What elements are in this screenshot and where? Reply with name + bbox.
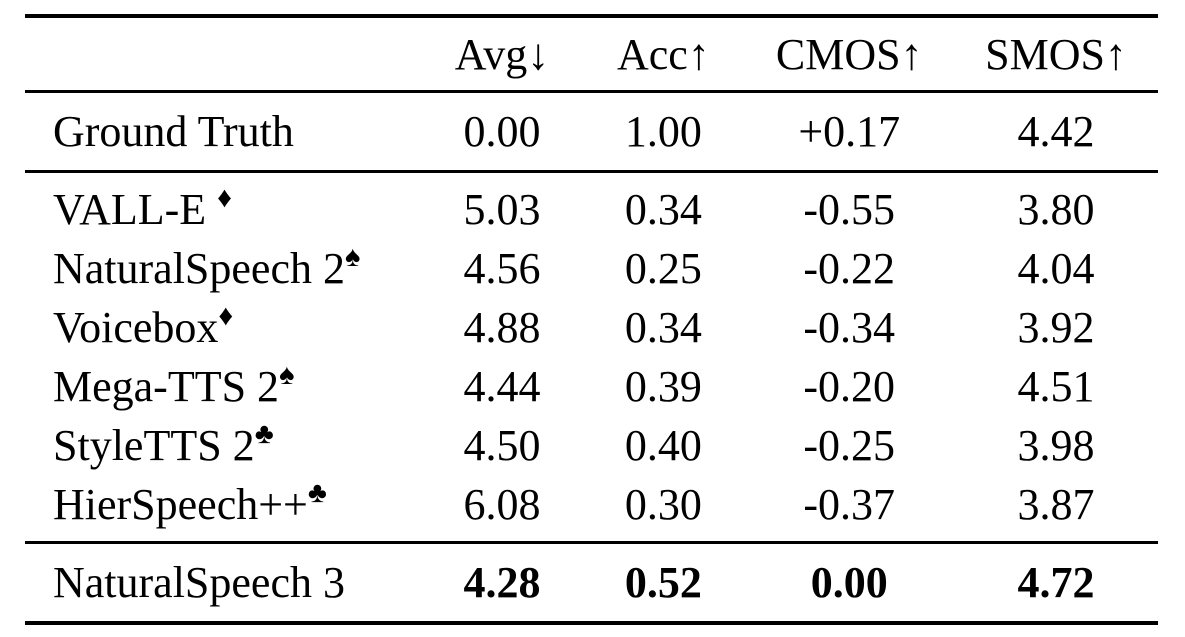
metric-cell-acc: 0.52 — [624, 558, 702, 607]
proposed-system-section: NaturalSpeech 3 4.28 0.52 0.00 4.72 — [25, 543, 1158, 624]
metric-cell-cmos: -0.22 — [803, 244, 896, 293]
metric-cell-smos: 3.80 — [1017, 185, 1095, 234]
metric-cell-acc: 0.34 — [624, 185, 702, 234]
system-name: Voicebox — [53, 303, 219, 352]
table-row: VALL-E ♦ 5.03 0.34 -0.55 3.80 — [25, 172, 1158, 240]
metric-cell-avg: 4.28 — [463, 558, 541, 607]
row-label: NaturalSpeech 2♠ — [25, 239, 422, 298]
footnote-marker: ♠ — [345, 241, 361, 273]
system-name: VALL-E — [53, 185, 218, 234]
metric-cell-cmos: -0.25 — [803, 421, 896, 470]
metric-cell-smos: 4.72 — [1017, 558, 1095, 607]
ground-truth-section: Ground Truth 0.00 1.00 +0.17 4.42 — [25, 91, 1158, 173]
results-table: Avg↓ Acc↑ CMOS↑ SMOS↑ Ground Truth 0.00 … — [25, 14, 1158, 625]
metric-cell-acc: 0.25 — [624, 244, 702, 293]
footnote-marker: ♣ — [307, 477, 327, 509]
row-label: Voicebox♦ — [25, 298, 422, 357]
footnote-marker: ♠ — [279, 359, 295, 391]
system-name: Mega-TTS 2 — [53, 362, 280, 411]
metric-cell-acc: 0.34 — [624, 303, 702, 352]
metric-cell-avg: 0.00 — [421, 91, 583, 173]
metric-cell-cmos: -0.37 — [803, 480, 896, 529]
header-empty-cell — [25, 16, 422, 93]
metric-cell-avg: 4.88 — [463, 303, 541, 352]
metric-cell-smos: 3.92 — [1017, 303, 1095, 352]
metric-cell-cmos: +0.17 — [744, 91, 955, 173]
column-header-smos: SMOS↑ — [954, 16, 1158, 93]
table-row: HierSpeech++♣ 6.08 0.30 -0.37 3.87 — [25, 475, 1158, 543]
header-row: Avg↓ Acc↑ CMOS↑ SMOS↑ — [25, 16, 1158, 93]
table-row: NaturalSpeech 3 4.28 0.52 0.00 4.72 — [25, 543, 1158, 624]
metric-cell-cmos: -0.55 — [803, 185, 896, 234]
metric-cell-cmos: -0.34 — [803, 303, 896, 352]
system-name: HierSpeech++ — [53, 480, 308, 529]
metric-cell-acc: 0.39 — [624, 362, 702, 411]
system-name: StyleTTS 2 — [53, 421, 255, 470]
table-row: NaturalSpeech 2♠ 4.56 0.25 -0.22 4.04 — [25, 239, 1158, 298]
table-row: Mega-TTS 2♠ 4.44 0.39 -0.20 4.51 — [25, 357, 1158, 416]
row-label: Mega-TTS 2♠ — [25, 357, 422, 416]
metric-cell-smos: 4.51 — [1017, 362, 1095, 411]
table-header: Avg↓ Acc↑ CMOS↑ SMOS↑ — [25, 16, 1158, 93]
row-label: NaturalSpeech 3 — [25, 543, 422, 624]
row-label: VALL-E ♦ — [25, 172, 422, 240]
metric-cell-acc: 0.30 — [624, 480, 702, 529]
metric-cell-smos: 4.42 — [954, 91, 1158, 173]
metric-cell-avg: 4.56 — [463, 244, 541, 293]
metric-cell-acc: 0.40 — [624, 421, 702, 470]
footnote-marker: ♦ — [217, 182, 232, 214]
row-label: StyleTTS 2♣ — [25, 416, 422, 475]
column-header-acc: Acc↑ — [582, 16, 745, 93]
metric-cell-avg: 4.50 — [463, 421, 541, 470]
row-label: HierSpeech++♣ — [25, 475, 422, 543]
footnote-marker: ♣ — [254, 418, 274, 450]
metric-cell-cmos: 0.00 — [810, 558, 888, 607]
baselines-section: VALL-E ♦ 5.03 0.34 -0.55 3.80 NaturalSpe… — [25, 172, 1158, 543]
column-header-cmos: CMOS↑ — [744, 16, 955, 93]
metric-cell-smos: 3.98 — [1017, 421, 1095, 470]
table-row: StyleTTS 2♣ 4.50 0.40 -0.25 3.98 — [25, 416, 1158, 475]
metric-cell-smos: 3.87 — [1017, 480, 1095, 529]
column-header-avg: Avg↓ — [421, 16, 583, 93]
metric-cell-acc: 1.00 — [582, 91, 745, 173]
metric-cell-avg: 6.08 — [463, 480, 541, 529]
table-row: Voicebox♦ 4.88 0.34 -0.34 3.92 — [25, 298, 1158, 357]
row-label: Ground Truth — [25, 91, 422, 173]
system-name: NaturalSpeech 3 — [53, 558, 345, 607]
system-name: NaturalSpeech 2 — [53, 244, 345, 293]
metric-cell-cmos: -0.20 — [803, 362, 896, 411]
table-row: Ground Truth 0.00 1.00 +0.17 4.42 — [25, 91, 1158, 173]
metric-cell-smos: 4.04 — [1017, 244, 1095, 293]
system-name: Ground Truth — [53, 107, 294, 156]
metric-cell-avg: 5.03 — [463, 185, 541, 234]
footnote-marker: ♦ — [218, 300, 234, 332]
metric-cell-avg: 4.44 — [463, 362, 541, 411]
